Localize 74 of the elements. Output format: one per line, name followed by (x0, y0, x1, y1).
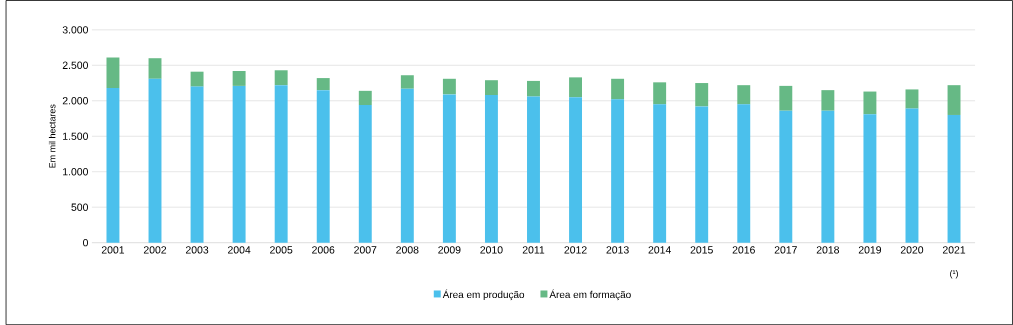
x-tick-label: 2011 (522, 246, 545, 254)
bar (274, 85, 288, 243)
bar (653, 104, 667, 243)
bar (190, 71, 204, 87)
x-tick-label: 2002 (143, 246, 167, 254)
bar (400, 88, 414, 243)
bar (442, 78, 456, 95)
x-tick-label: 2007 (354, 246, 377, 254)
bar (569, 97, 583, 243)
x-tick-label: 2020 (900, 246, 924, 254)
y-tick-label: 3.000 (62, 26, 88, 34)
y-tick-label: 2.500 (62, 61, 88, 69)
legend-label: Área em produção (442, 289, 525, 301)
x-tick-label: 2012 (564, 246, 587, 254)
bar (527, 96, 540, 243)
bar (274, 70, 288, 86)
bar (484, 95, 498, 243)
x-tick-label: 2014 (648, 246, 671, 254)
bar (442, 94, 456, 243)
y-tick-label: 1.000 (63, 167, 88, 176)
x-tick-label: 2019 (858, 246, 882, 254)
bar (190, 86, 204, 243)
y-tick-label: 500 (71, 203, 88, 211)
x-tick-label: 2018 (816, 246, 840, 254)
y-tick-label: 1.500 (63, 132, 88, 140)
y-axis-title: Em mil hectares (48, 104, 56, 168)
x-tick-label: 2009 (438, 246, 461, 254)
x-tick-label: 2004 (228, 246, 251, 254)
bar (316, 77, 330, 91)
y-tick-label: 0 (83, 238, 88, 247)
bar (527, 80, 540, 97)
x-tick-label: 2021 (942, 246, 966, 254)
bar (905, 89, 919, 109)
bar (947, 114, 961, 243)
bar (653, 82, 667, 105)
bar (358, 104, 372, 243)
bar (737, 104, 751, 243)
text: (¹) (950, 269, 958, 279)
x-tick-label: 2015 (690, 246, 713, 254)
x-tick-label: 2017 (774, 246, 797, 254)
bar (484, 80, 498, 96)
bar (779, 85, 793, 111)
bar (316, 90, 330, 243)
bar (863, 91, 877, 115)
x-tick-label: 2001 (101, 246, 125, 254)
bar (106, 57, 120, 88)
bar (569, 77, 583, 98)
bar (905, 108, 919, 243)
bar (358, 90, 372, 105)
bar (232, 85, 246, 243)
bar (148, 58, 162, 79)
bar (106, 87, 120, 243)
x-tick-label: 2006 (312, 246, 335, 254)
bar (611, 99, 625, 243)
x-tick-label: 2003 (185, 246, 209, 254)
bar (148, 78, 162, 243)
bar (863, 114, 877, 243)
bar (737, 85, 751, 105)
x-tick-label: 2005 (270, 246, 293, 254)
bar (400, 75, 414, 89)
x-tick-label: 2016 (732, 246, 755, 254)
bar (821, 90, 835, 111)
bar (779, 110, 793, 243)
x-tick-label: 2013 (606, 246, 629, 254)
y-tick-label: 2.000 (62, 96, 88, 105)
bar (947, 85, 961, 115)
x-tick-label: 2010 (480, 246, 503, 254)
bar (611, 78, 625, 100)
bar (695, 106, 709, 243)
bar (821, 110, 835, 243)
bar (232, 70, 246, 86)
legend-label: Área em formação (549, 289, 631, 301)
x-tick-label: 2008 (396, 246, 419, 254)
bar (695, 82, 709, 107)
